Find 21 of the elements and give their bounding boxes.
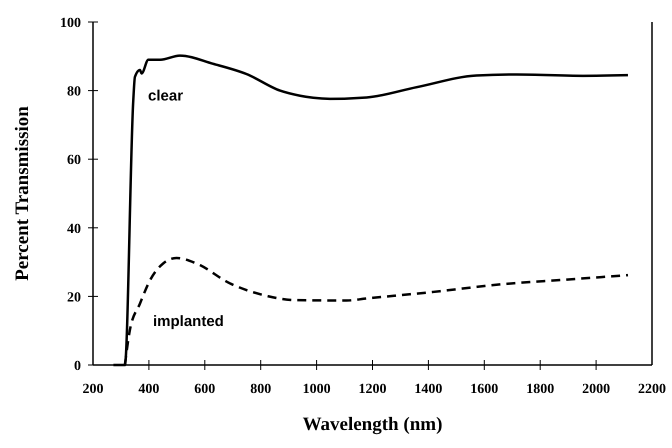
x-tick-label: 200 (82, 382, 104, 397)
x-tick-label: 1400 (414, 382, 442, 397)
y-axis-title: Percent Transmission (12, 106, 33, 281)
x-tick-label: 1600 (470, 382, 498, 397)
x-tick-label: 600 (194, 382, 216, 397)
x-tick-label: 1200 (358, 382, 386, 397)
x-tick-label: 800 (250, 382, 272, 397)
y-tick-label: 0 (74, 359, 81, 374)
y-tick-label: 40 (67, 222, 81, 237)
x-tick-label: 1000 (302, 382, 331, 397)
y-tick-label: 80 (67, 84, 81, 100)
y-tick-label: 100 (60, 16, 81, 31)
x-tick-label: 1800 (526, 382, 554, 397)
x-tick-label: 2200 (638, 382, 666, 397)
x-tick-label: 400 (138, 382, 160, 397)
y-tick-label: 20 (67, 290, 81, 306)
y-tick-label: 60 (67, 153, 81, 168)
series-label: clear (148, 88, 184, 105)
series-label: implanted (153, 312, 224, 330)
x-tick-label: 2000 (582, 382, 610, 397)
x-axis-title: Wavelength (nm) (302, 414, 442, 435)
